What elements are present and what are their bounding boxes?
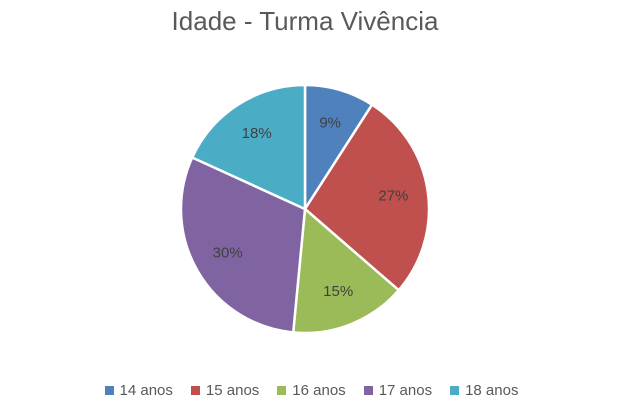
- legend-item-17-anos: 17 anos: [363, 382, 433, 399]
- legend-swatch: [104, 386, 114, 395]
- legend-item-14-anos: 14 anos: [104, 382, 173, 399]
- pie-slices: [179, 83, 431, 335]
- legend-swatch: [363, 386, 373, 395]
- pie-slice: [179, 156, 307, 334]
- legend-swatch: [277, 386, 287, 395]
- pie-slice: [291, 207, 400, 335]
- slice-data-label: 15%: [323, 283, 353, 300]
- pie-slice: [303, 103, 431, 292]
- legend-label: 18 anos: [465, 382, 519, 399]
- legend-item-18-anos: 18 anos: [450, 382, 518, 399]
- slice-data-label: 27%: [378, 187, 408, 204]
- pie-slice: [190, 83, 307, 211]
- legend-swatch: [190, 386, 200, 395]
- legend-label: 15 anos: [205, 382, 260, 399]
- slice-data-label: 30%: [213, 245, 243, 262]
- chart-title: Idade - Turma Vivência: [171, 6, 439, 36]
- legend-label: 16 anos: [292, 382, 346, 399]
- legend-swatch: [450, 386, 460, 395]
- legend-item-15-anos: 15 anos: [190, 382, 260, 399]
- legend: 14 anos 15 anos 16 anos 17 anos 18 anos: [0, 382, 623, 399]
- slice-data-label: 9%: [319, 114, 341, 131]
- slice-data-label: 18%: [242, 125, 272, 142]
- legend-label: 14 anos: [119, 382, 173, 399]
- legend-item-16-anos: 16 anos: [277, 382, 346, 399]
- pie-slice-labels: 9% 27% 15% 30% 18%: [213, 114, 409, 300]
- legend-label: 17 anos: [378, 382, 433, 399]
